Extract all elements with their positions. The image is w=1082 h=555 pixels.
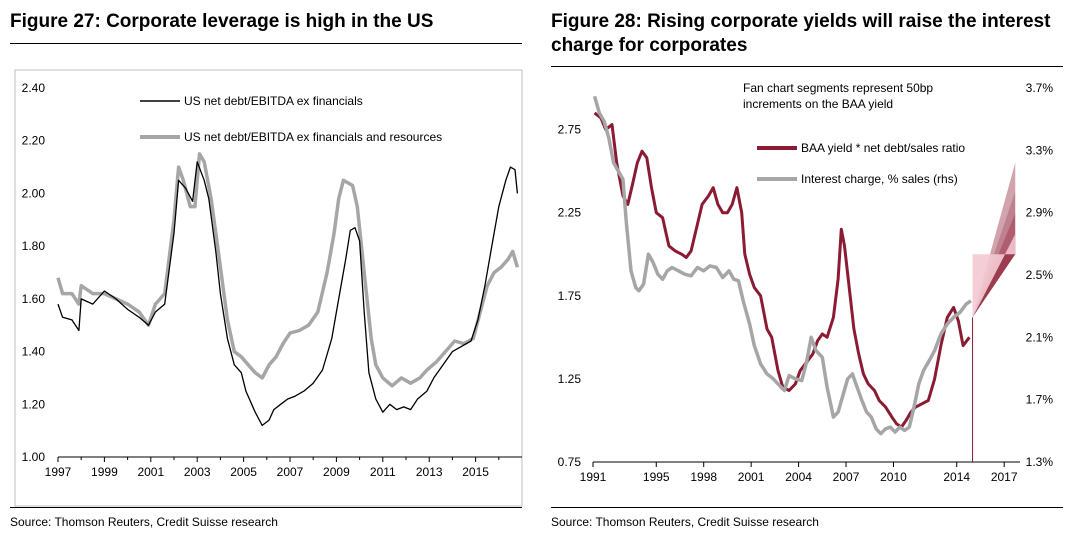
x-tick-label: 2007 [833,470,860,484]
y-tick-label: 2.25 [558,206,582,220]
plot-frame [14,69,523,507]
figure-28-panel: Figure 28: Rising corporate yields will … [541,0,1082,555]
y-tick-label: 1.75 [558,289,582,303]
source-rule [10,507,522,508]
y-tick-label: 1.25 [558,372,582,386]
x-tick-label: 2010 [880,470,907,484]
y-tick-label: 1.40 [22,345,46,359]
y2-tick-label: 1.3% [1026,455,1054,469]
x-tick-label: 2011 [370,465,396,479]
x-tick-label: 2004 [785,470,812,484]
x-tick-label: 1999 [91,465,118,479]
y-tick-label: 1.60 [22,292,46,306]
y2-tick-label: 2.1% [1026,330,1054,344]
series-line-ex-financials [57,161,519,427]
x-tick-label: 2007 [277,465,304,479]
series-line-ex-financials-and-resources [56,152,520,388]
figure-27-source: Source: Thomson Reuters, Credit Suisse r… [10,515,278,529]
y-tick-label: 2.75 [558,123,582,137]
x-tick-label: 2001 [738,470,765,484]
x-tick-label: 1998 [690,470,717,484]
y-tick-label: 2.20 [22,134,46,148]
leverage-chart: 1.00 1.20 1.40 1.60 1.80 2.00 2.20 2.40 1997 1999… [14,69,523,507]
figure-28-source: Source: Thomson Reuters, Credit Suisse r… [551,515,819,529]
legend-label-ex-financials-and-resources: US net debt/EBITDA ex financials and res… [184,130,442,144]
x-tick-label: 2009 [323,465,350,479]
y2-tick-label: 3.3% [1026,143,1054,157]
x-tick-label: 1991 [580,470,607,484]
y2-tick-label: 2.5% [1026,268,1054,282]
x-tick-label: 1995 [643,470,670,484]
yields-chart: 0.75 1.25 1.75 2.25 2.75 1.3% 1.7% 2.1% 2.5% 2.9%… [558,81,1054,484]
x-tick-label: 2005 [230,465,257,479]
title-rule [10,43,522,44]
legend-label-ex-financials: US net debt/EBITDA ex financials [184,94,363,108]
y-tick-label: 0.75 [558,455,582,469]
x-tick-label: 2017 [991,470,1018,484]
fan-base-segment [972,234,1016,318]
x-tick-label: 2015 [462,465,489,479]
x-tick-label: 1997 [45,465,72,479]
x-tick-label: 2003 [184,465,211,479]
source-rule [551,507,1063,508]
x-tick-label: 2014 [943,470,970,484]
x-tick-label: 2013 [416,465,443,479]
y-tick-label: 1.20 [22,397,46,411]
figure-27-panel: Figure 27: Corporate leverage is high in… [0,0,540,555]
y2-tick-label: 2.9% [1026,206,1054,220]
figure-28-title: Figure 28: Rising corporate yields will … [551,11,1051,56]
annotation-line-1: Fan chart segments represent 50bp [743,81,933,95]
series-line-baa-yield [593,111,971,429]
legend-label-baa-yield: BAA yield * net debt/sales ratio [801,141,965,155]
x-tick-label: 2001 [137,465,164,479]
y-tick-label: 1.00 [22,450,46,464]
series-line-interest-charge [592,95,972,436]
y2-tick-label: 1.7% [1026,393,1054,407]
figure-27-title: Figure 27: Corporate leverage is high in… [10,11,434,32]
y-tick-label: 1.80 [22,239,46,253]
title-rule [551,66,1063,67]
y-tick-label: 2.00 [22,186,46,200]
fan-segment [972,162,1016,318]
y-tick-label: 2.40 [22,81,46,95]
legend-label-interest-charge: Interest charge, % sales (rhs) [801,172,958,186]
annotation-line-2: increments on the BAA yield [743,97,893,111]
y2-tick-label: 3.7% [1026,81,1054,95]
